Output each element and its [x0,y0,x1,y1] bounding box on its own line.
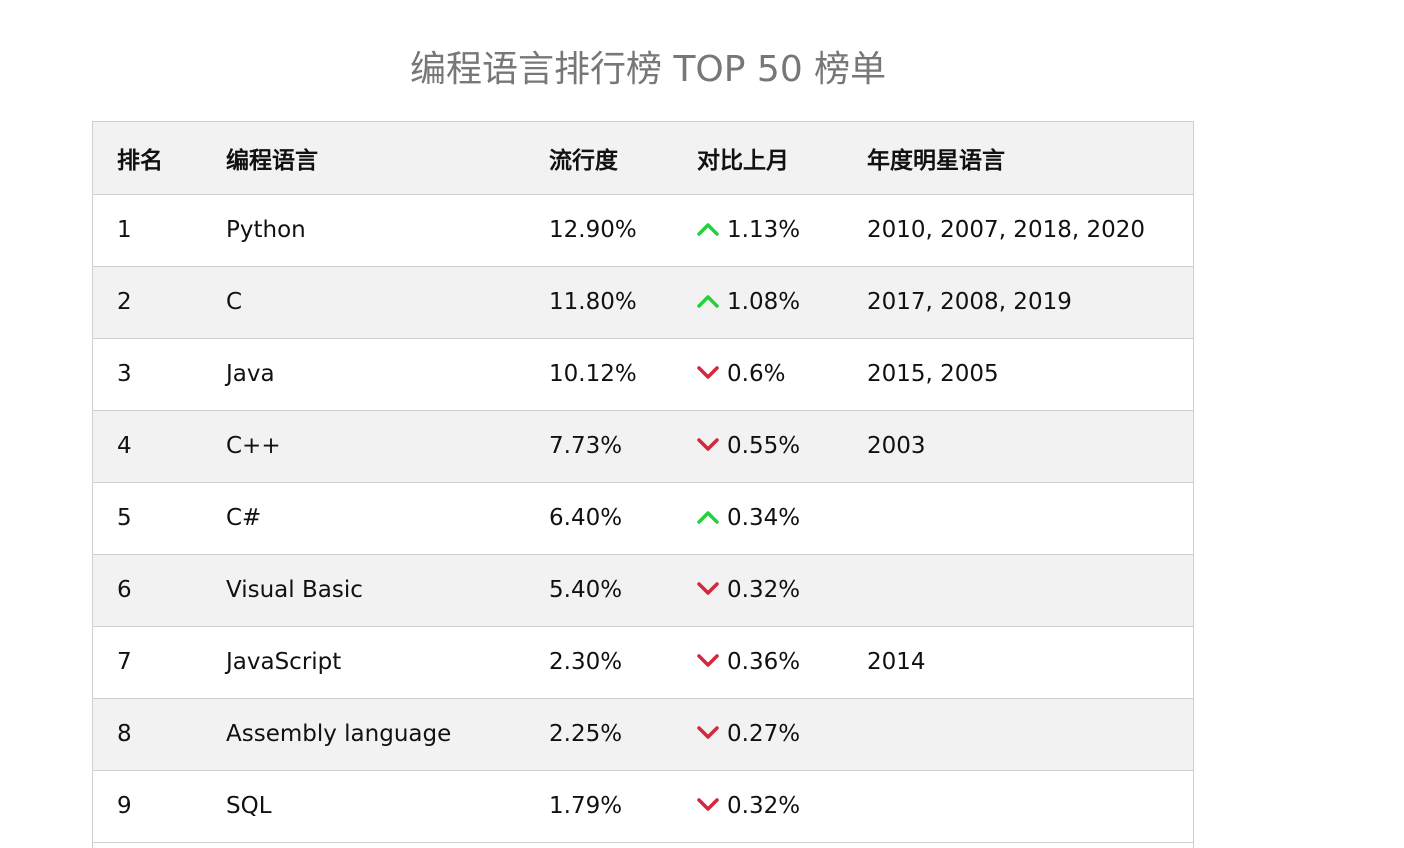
change-value: 0.34% [727,505,801,531]
header-change: 对比上月 [673,122,843,195]
cell-popularity: 2.25% [525,698,673,771]
cell-rank: 2 [93,266,202,339]
table-row: 2 C 11.80% 1.08% 2017, 2008, 2019 [93,266,1193,339]
cell-star-years: 2010, 2007, 2018, 2020 [843,194,1193,267]
table-row: 9 SQL 1.79% 0.32% [93,770,1193,843]
cell-star-years [843,698,1193,771]
cell-language: JavaScript [202,626,525,699]
cell-rank: 9 [93,770,202,843]
cell-change: 0.6% [673,338,843,411]
table-body: 1 Python 12.90% 1.13% 2010, 2007, 2018, 2020… [93,194,1193,843]
table-row: 8 Assembly language 2.25% 0.27% [93,698,1193,771]
cell-rank: 8 [93,698,202,771]
ranking-table: 排名 编程语言 流行度 对比上月 年度明星语言 1 Python 12.90% 1.1… [93,122,1193,843]
arrow-up-icon [697,294,719,308]
cell-language: C [202,266,525,339]
cell-language: Python [202,194,525,267]
cell-star-years: 2014 [843,626,1193,699]
arrow-up-icon [697,510,719,524]
cell-rank: 1 [93,194,202,267]
cell-star-years [843,554,1193,627]
arrow-down-icon [697,581,719,596]
page-title: 编程语言排行榜 TOP 50 榜单 [410,49,887,90]
change-value: 0.6% [727,361,786,387]
cell-rank: 7 [93,626,202,699]
cell-language: Java [202,338,525,411]
cell-rank: 5 [93,482,202,555]
change-value: 0.32% [727,577,801,603]
arrow-down-icon [697,725,719,740]
cell-change: 1.08% [673,266,843,339]
cell-rank: 6 [93,554,202,627]
header-rank: 排名 [93,122,202,195]
table-row: 3 Java 10.12% 0.6% 2015, 2005 [93,338,1193,411]
cell-language: Visual Basic [202,554,525,627]
table-row: 7 JavaScript 2.30% 0.36% 2014 [93,626,1193,699]
change-value: 0.36% [727,649,801,675]
header-row: 排名 编程语言 流行度 对比上月 年度明星语言 [93,122,1193,195]
cell-change: 0.55% [673,410,843,483]
table-row: 4 C++ 7.73% 0.55% 2003 [93,410,1193,483]
cell-popularity: 11.80% [525,266,673,339]
change-value: 1.08% [727,289,801,315]
cell-change: 0.32% [673,554,843,627]
cell-language: C++ [202,410,525,483]
table-row: 6 Visual Basic 5.40% 0.32% [93,554,1193,627]
cell-language: Assembly language [202,698,525,771]
cell-rank: 4 [93,410,202,483]
arrow-down-icon [697,653,719,668]
change-value: 0.55% [727,433,801,459]
header-star-years: 年度明星语言 [843,122,1193,195]
table-row: 1 Python 12.90% 1.13% 2010, 2007, 2018, 2020 [93,194,1193,267]
arrow-down-icon [697,365,719,380]
cell-star-years [843,482,1193,555]
change-value: 0.32% [727,793,801,819]
cell-popularity: 7.73% [525,410,673,483]
cell-change: 0.32% [673,770,843,843]
cell-language: C# [202,482,525,555]
cell-popularity: 10.12% [525,338,673,411]
ranking-table-container: 排名 编程语言 流行度 对比上月 年度明星语言 1 Python 12.90% 1.1… [92,121,1194,848]
cell-popularity: 2.30% [525,626,673,699]
cell-popularity: 1.79% [525,770,673,843]
arrow-down-icon [697,797,719,812]
cell-change: 1.13% [673,194,843,267]
cell-language: SQL [202,770,525,843]
cell-popularity: 6.40% [525,482,673,555]
cell-rank: 3 [93,338,202,411]
change-value: 0.27% [727,721,801,747]
cell-popularity: 12.90% [525,194,673,267]
header-language: 编程语言 [202,122,525,195]
cell-change: 0.36% [673,626,843,699]
change-value: 1.13% [727,217,801,243]
header-popularity: 流行度 [525,122,673,195]
cell-change: 0.34% [673,482,843,555]
table-row: 5 C# 6.40% 0.34% [93,482,1193,555]
arrow-down-icon [697,437,719,452]
cell-popularity: 5.40% [525,554,673,627]
cell-star-years [843,770,1193,843]
arrow-up-icon [697,222,719,236]
table-header: 排名 编程语言 流行度 对比上月 年度明星语言 [93,122,1193,195]
cell-change: 0.27% [673,698,843,771]
cell-star-years: 2017, 2008, 2019 [843,266,1193,339]
cell-star-years: 2015, 2005 [843,338,1193,411]
cell-star-years: 2003 [843,410,1193,483]
